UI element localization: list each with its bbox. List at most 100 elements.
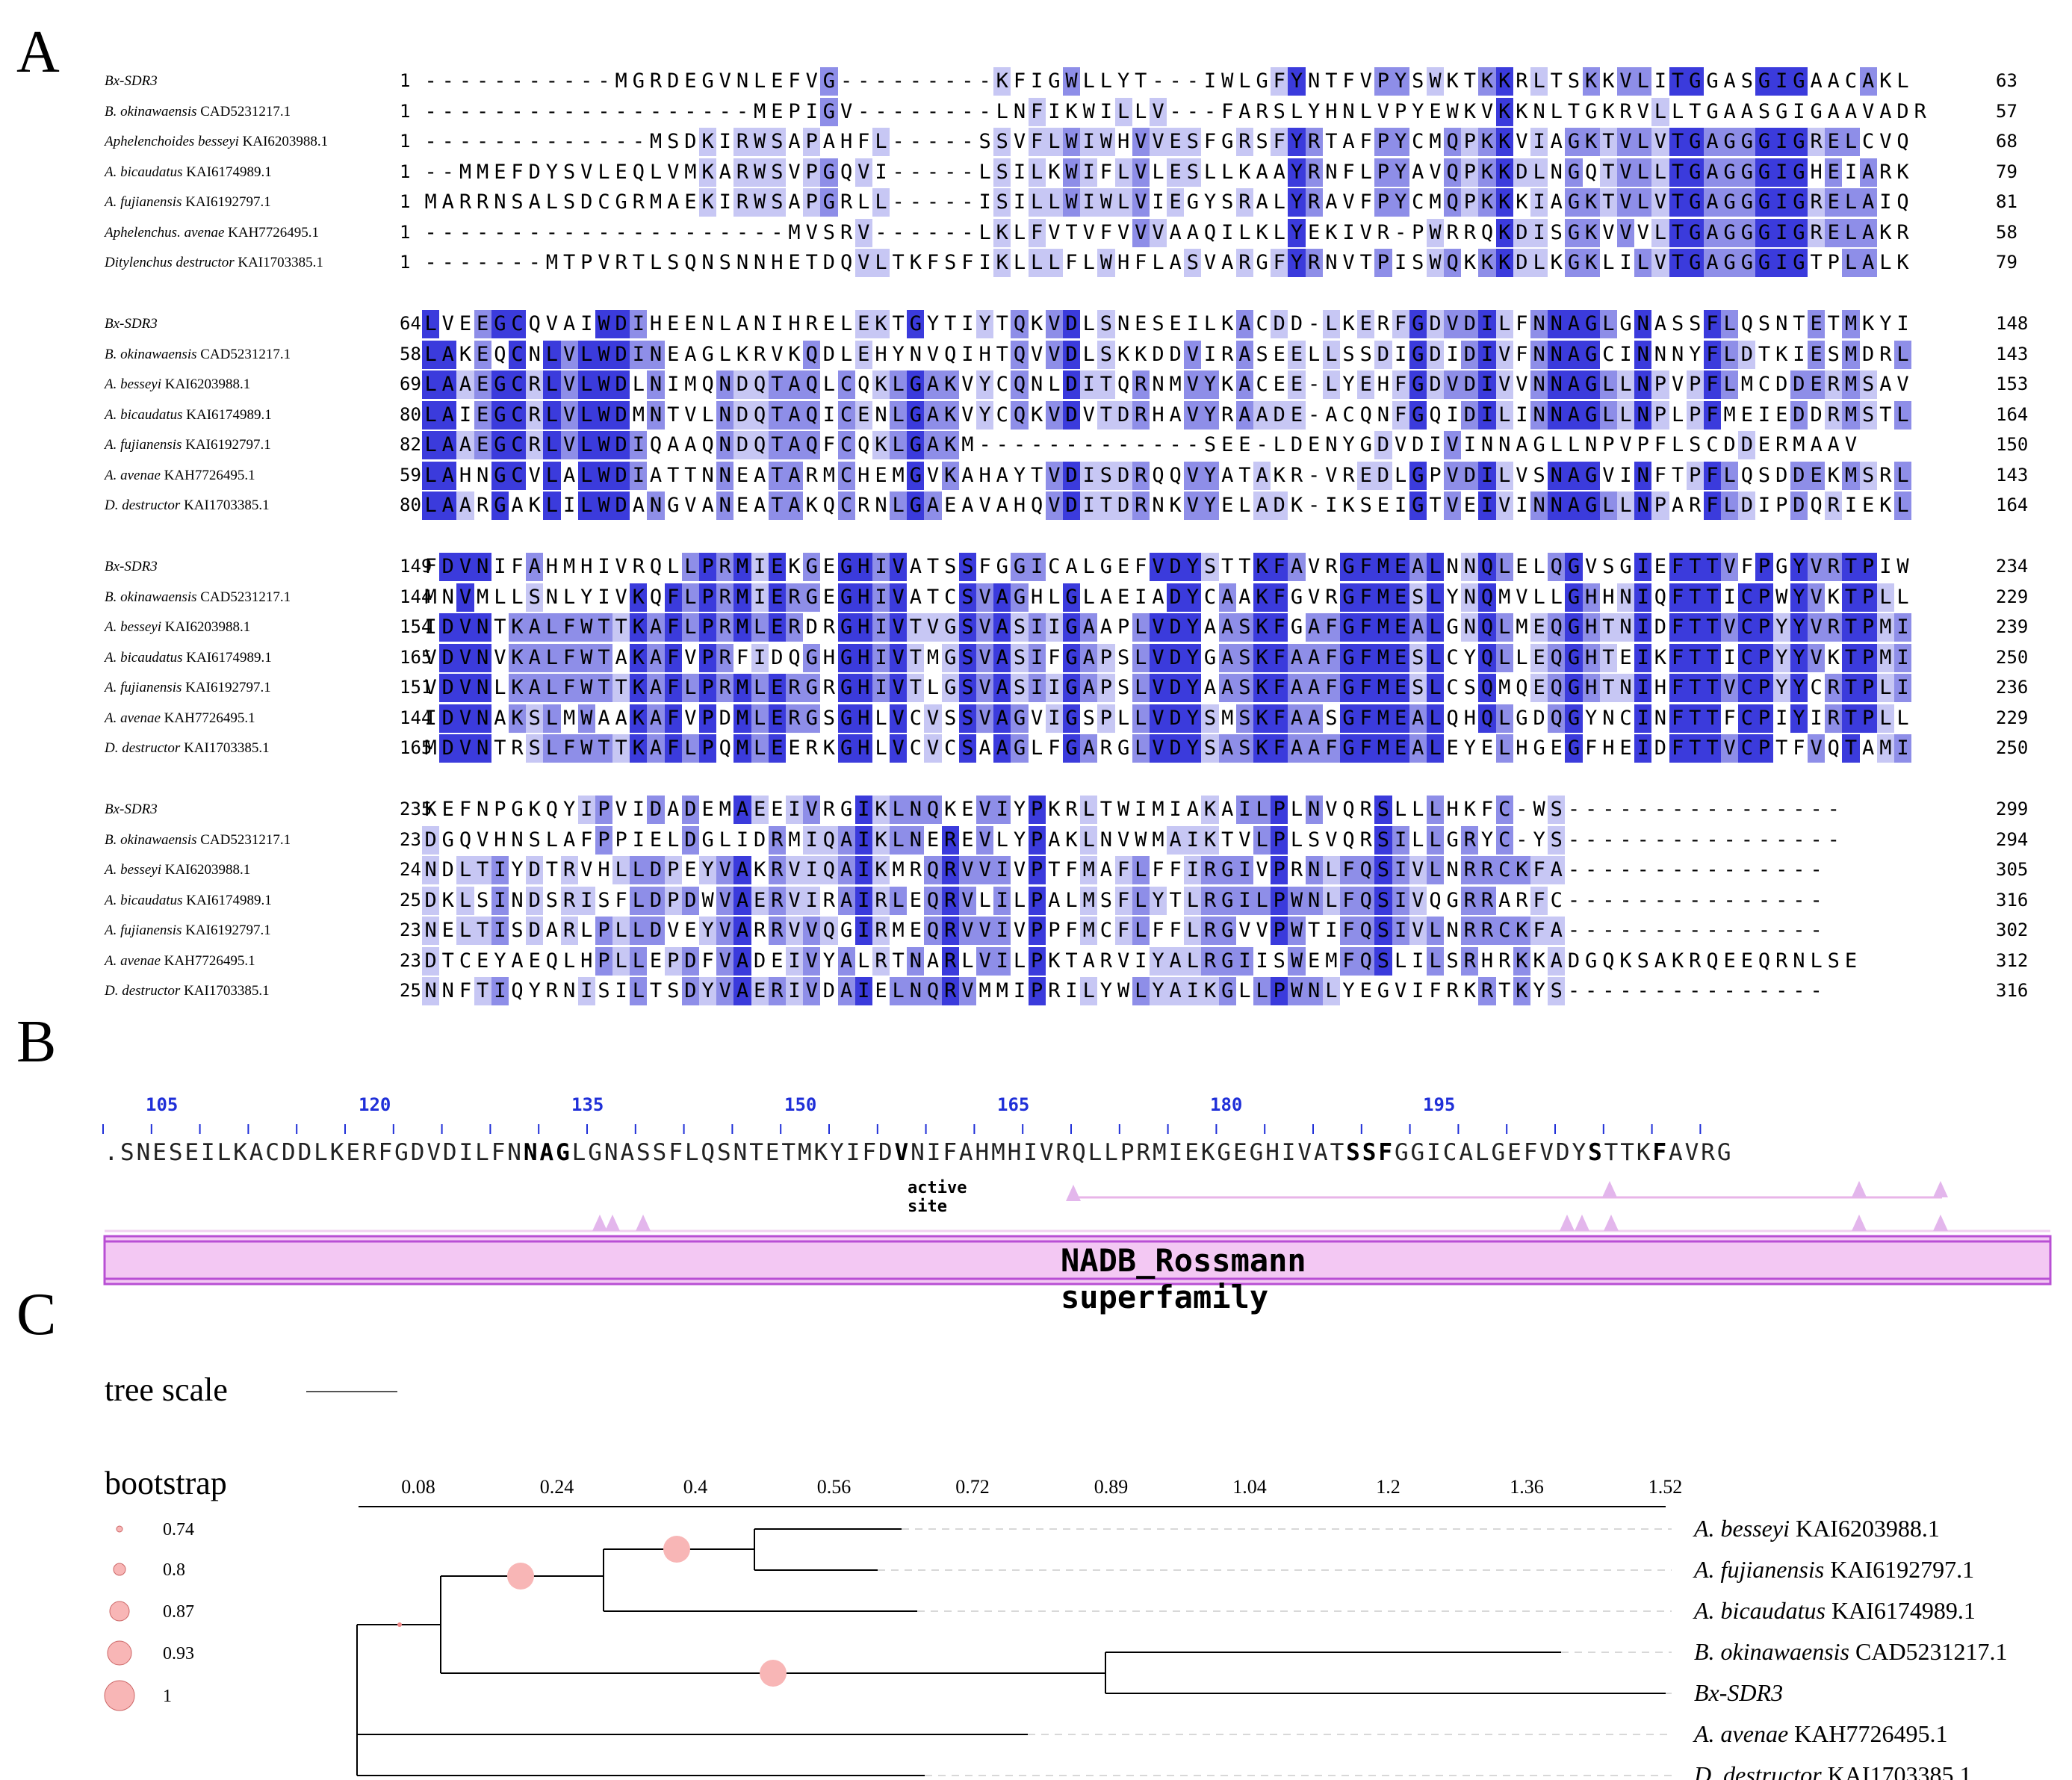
sequence-start: 64 — [400, 313, 421, 334]
taxon-label: A. avenae KAH7726495.1 — [1693, 1720, 1947, 1747]
bootstrap-legend-value: 0.8 — [163, 1560, 185, 1580]
sequence-start: 1 — [400, 70, 411, 91]
sequence-end: 68 — [1996, 131, 2017, 152]
bootstrap-legend-circle — [109, 1601, 130, 1622]
binding-site-marker — [1933, 1215, 1948, 1231]
binding-site-marker — [605, 1215, 620, 1231]
tree-axis-tick-label: 0.89 — [1094, 1476, 1129, 1498]
sequence-end: 79 — [1996, 252, 2017, 273]
sequence-start: 1 — [400, 131, 411, 152]
bootstrap-legend-value: 0.74 — [163, 1520, 194, 1539]
panel-label-b: B — [16, 1009, 57, 1075]
sequence-end: 250 — [1996, 737, 2029, 758]
sequence-end: 316 — [1996, 980, 2029, 1001]
ruler-number: 165 — [997, 1094, 1030, 1115]
sequence-label: Bx-SDR3 — [105, 559, 158, 574]
taxon-label: A. besseyi KAI6203988.1 — [1693, 1515, 1940, 1542]
tree-axis-tick-label: 0.24 — [540, 1476, 574, 1498]
bootstrap-legend-circle — [116, 1525, 123, 1533]
sequence-end: 312 — [1996, 949, 2029, 971]
active-site-marker — [1933, 1181, 1948, 1197]
bootstrap-label: bootstrap — [105, 1465, 227, 1501]
bootstrap-node — [397, 1622, 402, 1627]
superfamily-label: NADB_Rossmann superfamily — [1061, 1242, 1306, 1315]
superfamily-bar — [103, 1235, 2052, 1286]
bootstrap-legend-circle — [113, 1563, 126, 1576]
tree-scale-bar — [306, 1391, 397, 1392]
sequence-end: 81 — [1996, 191, 2017, 212]
sequence-end: 299 — [1996, 798, 2029, 819]
ruler-number: 105 — [146, 1094, 179, 1115]
sequence-end: 143 — [1996, 343, 2029, 365]
tree-scale-label: tree scale — [105, 1371, 228, 1408]
bootstrap-node — [507, 1563, 534, 1590]
sequence-end: 294 — [1996, 828, 2029, 850]
bootstrap-node — [760, 1660, 787, 1687]
sequence-end: 239 — [1996, 616, 2029, 637]
sequence-label: D. destructor KAI1703385.1 — [105, 983, 270, 999]
bootstrap-node — [663, 1536, 690, 1563]
active-site-marker — [1602, 1181, 1617, 1197]
ruler-number: 180 — [1210, 1094, 1243, 1115]
active-site-marker — [1852, 1181, 1867, 1197]
binding-site-marker — [1604, 1215, 1619, 1231]
sequence-label: A. avenae KAH7726495.1 — [105, 467, 255, 483]
sequence-end: 236 — [1996, 677, 2029, 698]
sequence-end: 58 — [1996, 221, 2017, 243]
sequence-start: 151 — [400, 677, 432, 698]
ruler-number: 195 — [1423, 1094, 1456, 1115]
binding-site-marker — [592, 1215, 607, 1231]
sequence-label: A. bicaudatus KAI6174989.1 — [105, 164, 272, 180]
sequence-start: 165 — [400, 737, 432, 758]
taxon-label: A. fujianensis KAI6192797.1 — [1693, 1556, 1974, 1583]
active-site-marker — [1066, 1185, 1081, 1201]
tree-axis-tick-label: 0.4 — [683, 1476, 708, 1498]
sequence-label: A. besseyi KAI6203988.1 — [105, 862, 251, 878]
sequence-start: 1 — [400, 161, 411, 182]
sequence-end: 57 — [1996, 100, 2017, 122]
bootstrap-legend-circle — [104, 1680, 135, 1711]
sequence-start: 1 — [400, 221, 411, 243]
sequence-start: 80 — [400, 494, 421, 515]
sequence-label: Bx-SDR3 — [105, 73, 158, 89]
binding-site-marker — [1560, 1215, 1575, 1231]
bootstrap-legend-value: 0.87 — [163, 1602, 194, 1622]
sequence-start: 144 — [400, 707, 432, 728]
taxon-label: B. okinawaensis CAD5231217.1 — [1694, 1638, 2008, 1665]
tree-axis-tick-label: 0.08 — [401, 1476, 435, 1498]
sequence-label: A. bicaudatus KAI6174989.1 — [105, 406, 272, 423]
sequence-end: 79 — [1996, 161, 2017, 182]
sequence-start: 59 — [400, 464, 421, 486]
sequence-label: A. fujianensis KAI6192797.1 — [105, 680, 271, 695]
sequence-end: 234 — [1996, 556, 2029, 577]
active-site-label: active site — [908, 1179, 967, 1216]
sequence-label: B. okinawaensis CAD5231217.1 — [105, 589, 291, 605]
tree-axis-tick-label: 1.52 — [1648, 1476, 1683, 1498]
tree-axis-tick-label: 0.72 — [955, 1476, 990, 1498]
taxon-label: D. destructor KAI1703385.1 — [1693, 1761, 1972, 1780]
sequence-end: 302 — [1996, 920, 2029, 940]
taxon-label: A. bicaudatus KAI6174989.1 — [1693, 1597, 1976, 1624]
sequence-end: 148 — [1996, 313, 2029, 334]
